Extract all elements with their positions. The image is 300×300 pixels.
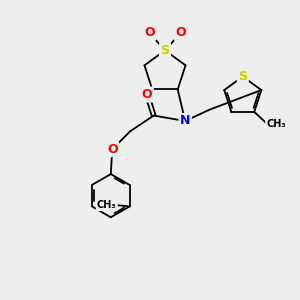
Text: O: O [175, 26, 186, 40]
Text: S: S [238, 70, 247, 83]
Text: CH₃: CH₃ [266, 119, 286, 130]
Text: CH₃: CH₃ [97, 200, 116, 210]
Text: O: O [144, 26, 155, 40]
Text: S: S [160, 44, 169, 57]
Text: O: O [107, 143, 118, 156]
Text: N: N [180, 115, 190, 128]
Text: O: O [142, 88, 152, 101]
